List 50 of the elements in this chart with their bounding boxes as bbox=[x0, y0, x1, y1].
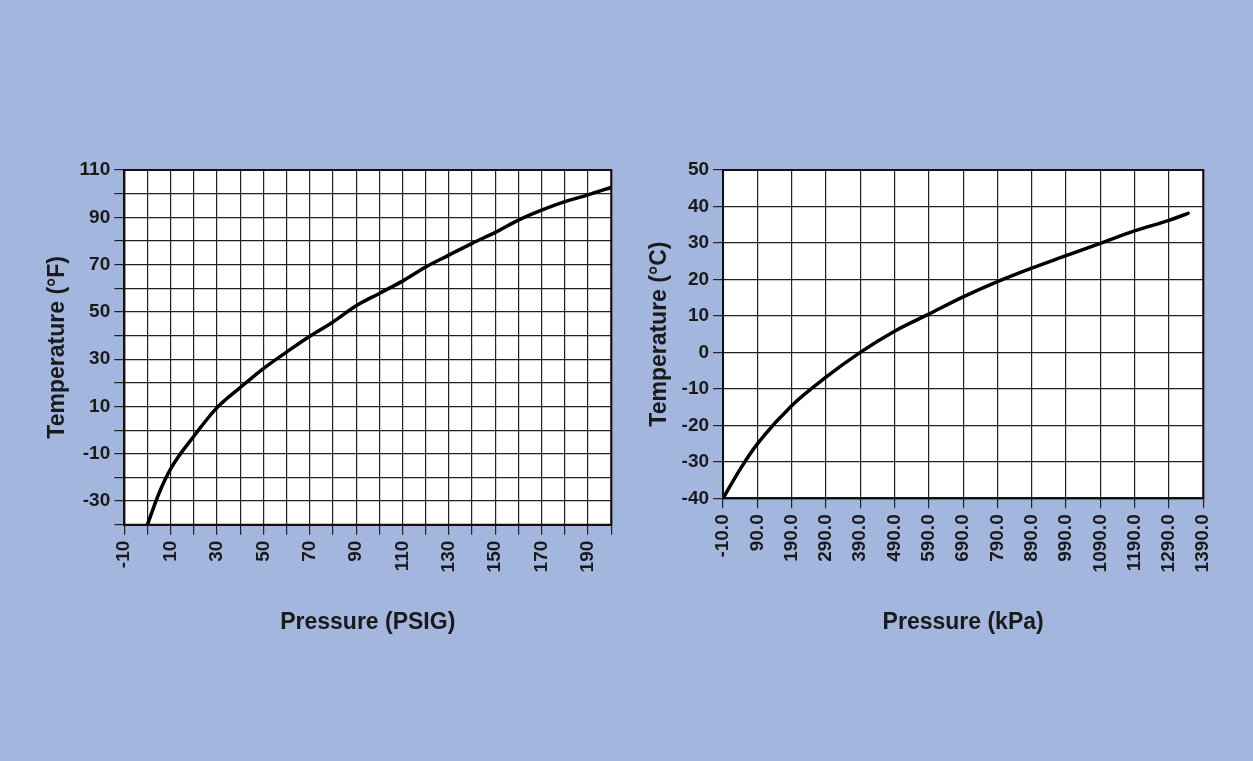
y-tick-label: 50 bbox=[687, 158, 710, 180]
x-tick-label: 890.0 bbox=[1019, 514, 1041, 562]
y-axis-title: Temperature (°C) bbox=[645, 241, 672, 427]
x-tick-label: 590.0 bbox=[917, 514, 939, 562]
x-tick-label: 130 bbox=[437, 540, 459, 573]
y-tick-label: -30 bbox=[82, 489, 111, 511]
y-tick-label: 50 bbox=[89, 300, 111, 322]
x-tick-label: 110 bbox=[390, 540, 412, 572]
x-tick-label: 150 bbox=[483, 540, 505, 573]
x-tick-label: 1290.0 bbox=[1157, 514, 1179, 573]
x-tick-label: 390.0 bbox=[848, 514, 870, 562]
line-series bbox=[723, 211, 1190, 499]
y-tick-label: -40 bbox=[681, 486, 710, 508]
x-tick-label: 1090.0 bbox=[1088, 514, 1110, 573]
y-tick-label: -20 bbox=[681, 413, 710, 435]
x-tick-label: 690.0 bbox=[951, 514, 973, 562]
x-tick-label: 190 bbox=[576, 540, 598, 573]
y-tick-label: 90 bbox=[89, 205, 111, 227]
y-tick-label: 40 bbox=[687, 194, 710, 216]
x-tick-label: 90 bbox=[344, 540, 366, 562]
x-tick-label: 990.0 bbox=[1054, 514, 1076, 562]
y-tick-label: -30 bbox=[681, 450, 710, 472]
y-axis-title: Temperature (°F) bbox=[43, 256, 70, 439]
x-tick-label: -10 bbox=[112, 540, 134, 569]
x-tick-label: 70 bbox=[297, 540, 319, 562]
x-tick-label: 190.0 bbox=[779, 514, 801, 562]
x-tick-label: 290.0 bbox=[814, 514, 836, 562]
y-tick-label: -10 bbox=[681, 377, 710, 399]
x-axis-title: Pressure (kPa) bbox=[882, 607, 1044, 634]
y-tick-label: 110 bbox=[79, 158, 111, 180]
x-tick-label: 90.0 bbox=[745, 514, 767, 552]
y-tick-label: 10 bbox=[89, 394, 111, 416]
y-tick-label: 20 bbox=[687, 267, 710, 289]
x-tick-label: 490.0 bbox=[882, 514, 904, 562]
y-tick-label: 30 bbox=[687, 231, 710, 253]
y-tick-label: 70 bbox=[89, 252, 111, 274]
y-tick-label: -10 bbox=[82, 441, 111, 463]
x-tick-label: 50 bbox=[251, 540, 273, 562]
y-tick-label: 10 bbox=[687, 304, 710, 326]
line-series bbox=[145, 185, 612, 525]
x-tick-label: 10 bbox=[158, 540, 180, 562]
x-tick-label: 170 bbox=[529, 540, 551, 573]
x-axis-title: Pressure (PSIG) bbox=[280, 607, 456, 634]
x-tick-label: 1390.0 bbox=[1191, 514, 1213, 573]
x-tick-label: 1190.0 bbox=[1122, 514, 1144, 572]
x-tick-label: -10.0 bbox=[711, 514, 733, 558]
y-tick-label: 30 bbox=[89, 347, 111, 369]
x-tick-label: 30 bbox=[205, 540, 227, 562]
y-tick-label: 0 bbox=[698, 340, 710, 362]
x-tick-label: 790.0 bbox=[985, 514, 1007, 562]
